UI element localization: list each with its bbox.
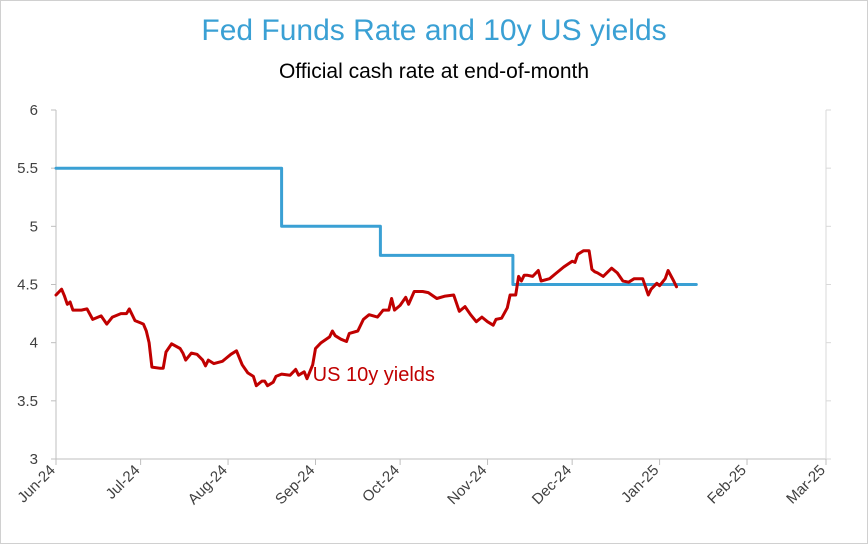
x-tick-label: Mar-25 (783, 462, 829, 508)
chart-title: Fed Funds Rate and 10y US yields (201, 14, 667, 47)
x-tick-label: Oct-24 (359, 462, 403, 506)
x-tick-label: Dec-24 (529, 462, 575, 508)
fed-funds-rate-line (54, 166, 698, 286)
x-tick-label: Feb-25 (704, 462, 750, 508)
us-10y-yields-line (54, 249, 678, 388)
x-tick-label: Jun-24 (14, 462, 58, 506)
y-tick-label: 5.5 (17, 160, 38, 177)
y-tick-label: 3 (30, 451, 38, 468)
x-tick-label: Jul-24 (103, 462, 144, 503)
x-tick-label: Aug-24 (185, 462, 231, 508)
x-tick-label: Jan-25 (618, 462, 662, 506)
y-tick-label: 3.5 (17, 393, 38, 410)
y-tick-label: 6 (30, 102, 38, 119)
x-tick-label: Sep-24 (272, 462, 318, 508)
x-tick-label: Nov-24 (444, 462, 490, 508)
y-tick-label: 4.5 (17, 277, 38, 294)
series-annotation-label: US 10y yields (313, 364, 435, 386)
y-tick-label: 5 (30, 218, 38, 235)
chart-subtitle: Official cash rate at end-of-month (278, 60, 590, 83)
y-tick-label: 4 (30, 335, 38, 352)
